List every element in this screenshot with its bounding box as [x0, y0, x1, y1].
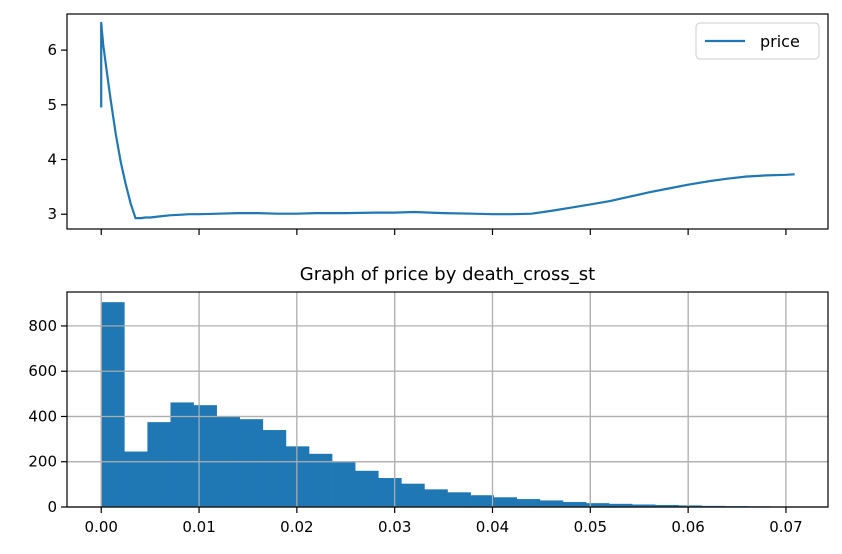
histogram-bars [101, 302, 795, 507]
histogram-bar [539, 500, 564, 507]
histogram-bar [124, 451, 148, 507]
histogram-bar [378, 478, 402, 507]
histogram-frame [66, 291, 829, 508]
histogram-bar [678, 505, 702, 507]
histogram-bar [355, 470, 379, 507]
histogram-bar [424, 489, 448, 507]
legend-box [695, 22, 820, 60]
line-y-tick-label: 6 [47, 41, 57, 59]
histogram-bar [447, 492, 471, 507]
line-chart-x-axis [100, 229, 787, 235]
histogram-bar [308, 453, 333, 507]
hist-x-tick-label: 0.07 [769, 518, 802, 536]
histogram-bar [193, 405, 217, 507]
histogram-bar [655, 504, 679, 507]
hist-x-tick-label: 0.03 [378, 518, 411, 536]
legend-price-label: price [760, 32, 800, 51]
line-y-tick-label: 5 [47, 96, 57, 114]
histogram-y-axis: 0 200 400 600 800 [28, 317, 67, 516]
hist-y-tick-label: 0 [47, 498, 57, 516]
histogram-bar [470, 495, 494, 507]
histogram-bar [239, 419, 264, 507]
hist-y-tick-label: 400 [28, 407, 57, 425]
hist-x-tick-label: 0.00 [85, 518, 118, 536]
histogram-bar [101, 302, 125, 507]
histogram-bar [147, 422, 171, 507]
line-chart-panel: 3 4 5 6 price [47, 13, 829, 235]
legend: price [695, 22, 820, 60]
hist-x-tick-label: 0.06 [671, 518, 704, 536]
hist-y-tick-label: 600 [28, 362, 57, 380]
line-y-tick-label: 4 [47, 151, 57, 169]
histogram-bar [632, 504, 656, 507]
histogram-bar [401, 483, 425, 507]
histogram-bar [285, 446, 310, 507]
hist-x-tick-label: 0.02 [280, 518, 313, 536]
histogram-panel: Graph of price by death_cross_st 0 200 400… [28, 264, 829, 536]
histogram-bar [609, 503, 633, 507]
histogram-x-axis: 0.00 0.01 0.02 0.03 0.04 0.05 0.06 0.07 [85, 507, 803, 536]
hist-y-tick-label: 200 [28, 453, 57, 471]
histogram-bar [332, 462, 356, 507]
hist-x-tick-label: 0.01 [182, 518, 215, 536]
histogram-bar [493, 497, 518, 507]
price-line [100, 21, 795, 220]
histogram-bar [562, 502, 587, 507]
histogram-bar [170, 402, 194, 507]
histogram-bar [262, 430, 287, 507]
histogram-bar [586, 503, 610, 507]
histogram-bar [516, 499, 541, 507]
hist-y-tick-label: 800 [28, 317, 57, 335]
hist-x-tick-label: 0.04 [476, 518, 509, 536]
line-y-tick-label: 3 [47, 205, 57, 223]
histogram-title: Graph of price by death_cross_st [300, 264, 595, 285]
hist-x-tick-label: 0.05 [574, 518, 607, 536]
line-chart-y-axis: 3 4 5 6 [47, 41, 67, 223]
